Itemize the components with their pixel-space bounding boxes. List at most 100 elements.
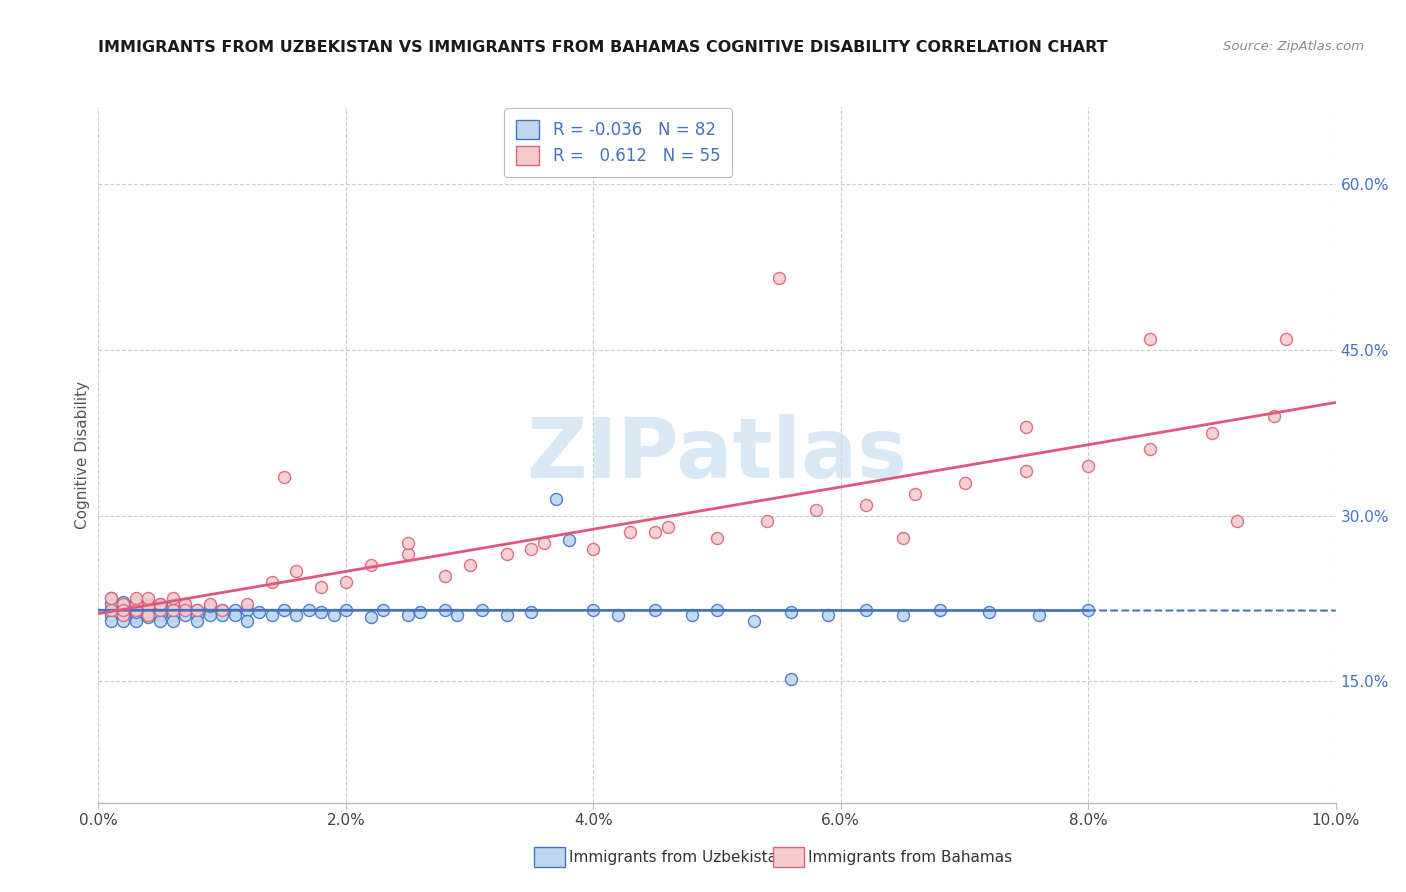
Text: Source: ZipAtlas.com: Source: ZipAtlas.com bbox=[1223, 40, 1364, 54]
Point bbox=[1139, 442, 1161, 457]
Point bbox=[100, 597, 122, 611]
Point bbox=[396, 547, 419, 561]
Point bbox=[309, 581, 332, 595]
Point bbox=[458, 558, 481, 573]
Point bbox=[657, 519, 679, 533]
Point bbox=[198, 597, 221, 611]
Point bbox=[174, 599, 197, 614]
Point bbox=[285, 608, 308, 623]
Point bbox=[124, 593, 146, 607]
Point bbox=[124, 591, 146, 606]
Point bbox=[582, 541, 605, 556]
Point bbox=[236, 597, 259, 611]
Point bbox=[309, 605, 332, 619]
Point bbox=[1226, 514, 1249, 528]
Point bbox=[335, 574, 357, 589]
Point bbox=[644, 525, 666, 540]
Point bbox=[1275, 332, 1298, 346]
Point bbox=[891, 608, 914, 623]
Point bbox=[273, 602, 295, 616]
Point bbox=[360, 610, 382, 624]
Point bbox=[112, 595, 135, 609]
Point bbox=[742, 614, 765, 628]
Point bbox=[360, 558, 382, 573]
Point bbox=[1028, 608, 1050, 623]
Point bbox=[162, 597, 184, 611]
Point bbox=[1139, 332, 1161, 346]
Point bbox=[260, 574, 283, 589]
Point bbox=[124, 602, 146, 616]
Point bbox=[607, 608, 630, 623]
Point bbox=[371, 602, 394, 616]
Point bbox=[112, 608, 135, 623]
Point bbox=[124, 608, 146, 623]
Point bbox=[396, 536, 419, 550]
Point bbox=[112, 599, 135, 614]
Point bbox=[322, 608, 344, 623]
Point bbox=[100, 614, 122, 628]
Point bbox=[136, 599, 159, 614]
Point bbox=[546, 492, 568, 507]
Point bbox=[298, 602, 321, 616]
Point bbox=[211, 602, 233, 616]
Point bbox=[582, 602, 605, 616]
Point bbox=[1077, 458, 1099, 473]
Point bbox=[124, 597, 146, 611]
Point bbox=[149, 614, 172, 628]
Point bbox=[124, 602, 146, 616]
Point bbox=[533, 536, 555, 550]
Point bbox=[186, 602, 208, 616]
Point bbox=[136, 591, 159, 606]
Point bbox=[162, 608, 184, 623]
Point bbox=[136, 597, 159, 611]
Point bbox=[162, 591, 184, 606]
Point bbox=[112, 597, 135, 611]
Point bbox=[224, 602, 246, 616]
Point bbox=[112, 602, 135, 616]
Point bbox=[780, 672, 803, 686]
Point bbox=[768, 271, 790, 285]
Point bbox=[1015, 465, 1038, 479]
Point bbox=[149, 597, 172, 611]
Point bbox=[124, 599, 146, 614]
Point bbox=[136, 608, 159, 623]
Point bbox=[520, 541, 543, 556]
Point bbox=[149, 597, 172, 611]
Point bbox=[100, 608, 122, 623]
Point bbox=[433, 602, 456, 616]
Point bbox=[953, 475, 976, 490]
Point bbox=[817, 608, 839, 623]
Point bbox=[706, 602, 728, 616]
Point bbox=[149, 602, 172, 616]
Point bbox=[619, 525, 641, 540]
Point bbox=[495, 608, 517, 623]
Point bbox=[186, 614, 208, 628]
Y-axis label: Cognitive Disability: Cognitive Disability bbox=[75, 381, 90, 529]
Text: Immigrants from Bahamas: Immigrants from Bahamas bbox=[808, 850, 1012, 864]
Point bbox=[1077, 602, 1099, 616]
Point bbox=[446, 608, 468, 623]
Point bbox=[149, 599, 172, 614]
Point bbox=[100, 591, 122, 606]
Point bbox=[124, 614, 146, 628]
Point bbox=[136, 602, 159, 616]
Point bbox=[162, 602, 184, 616]
Point bbox=[396, 608, 419, 623]
Point bbox=[162, 602, 184, 616]
Point bbox=[433, 569, 456, 583]
Point bbox=[335, 602, 357, 616]
Point bbox=[644, 602, 666, 616]
Point bbox=[1015, 420, 1038, 434]
Point bbox=[186, 608, 208, 623]
Point bbox=[681, 608, 703, 623]
Point bbox=[891, 531, 914, 545]
Point bbox=[198, 599, 221, 614]
Point bbox=[979, 605, 1001, 619]
Point bbox=[112, 597, 135, 611]
Point bbox=[904, 486, 927, 500]
Point bbox=[211, 608, 233, 623]
Point bbox=[285, 564, 308, 578]
Text: IMMIGRANTS FROM UZBEKISTAN VS IMMIGRANTS FROM BAHAMAS COGNITIVE DISABILITY CORRE: IMMIGRANTS FROM UZBEKISTAN VS IMMIGRANTS… bbox=[98, 40, 1108, 55]
Point bbox=[471, 602, 494, 616]
Text: ZIPatlas: ZIPatlas bbox=[527, 415, 907, 495]
